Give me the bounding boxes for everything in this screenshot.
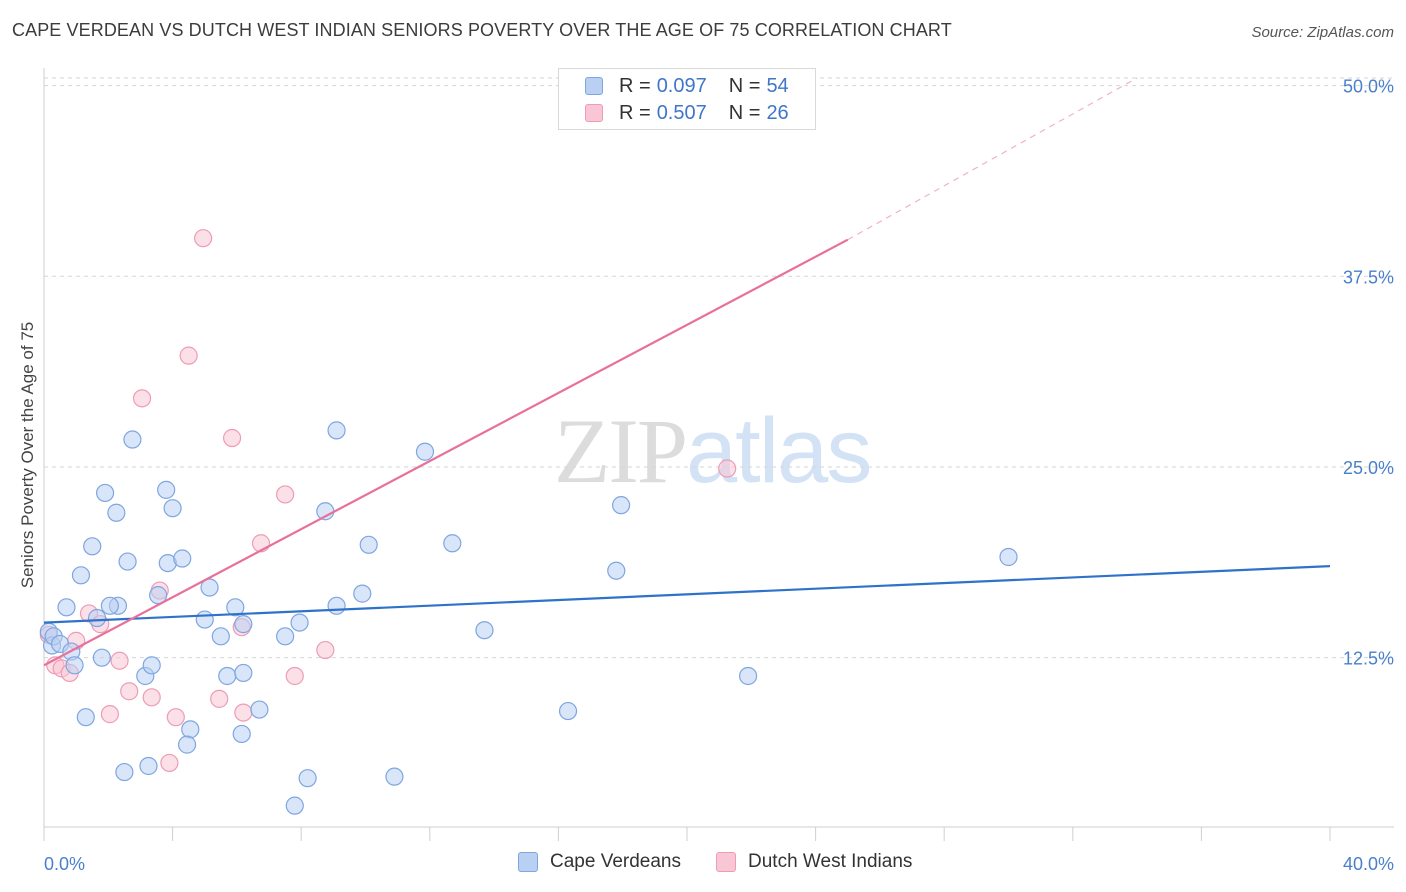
cape-verdeans-point-50 — [475, 621, 494, 640]
dutch-west-indians-point-15 — [179, 346, 198, 365]
legend-swatch-blue — [585, 77, 603, 95]
cape-verdeans-point-47 — [385, 767, 404, 786]
y-tick-label-2: 37.5% — [1343, 267, 1394, 287]
cape-verdeans-point-4 — [57, 598, 76, 617]
y-tick-label-0: 12.5% — [1343, 649, 1394, 669]
chart-title: CAPE VERDEAN VS DUTCH WEST INDIAN SENIOR… — [12, 20, 952, 40]
cape-verdeans-point-40 — [290, 613, 309, 632]
legend-row-cape-verdeans: R = 0.097 N = 54 — [585, 73, 789, 99]
legend-item-cape-verdeans[interactable]: Cape Verdeans — [518, 851, 681, 873]
cape-verdeans-point-35 — [232, 724, 251, 744]
cape-verdeans-point-25 — [163, 499, 182, 518]
n-value-dutch-west-indians: 26 — [766, 101, 789, 124]
correlation-legend: R = 0.097 N = 54 R = 0.507 N = 26 — [558, 68, 816, 130]
cape-verdeans-point-41 — [298, 769, 317, 788]
dutch-west-indians-point-14 — [166, 708, 185, 727]
dutch-west-indians-point-23 — [285, 666, 304, 686]
cape-verdeans-point-27 — [181, 720, 200, 739]
cape-verdeans-point-52 — [607, 561, 626, 580]
legend-row-dutch-west-indians: R = 0.507 N = 26 — [585, 100, 789, 126]
y-tick-label-1: 25.0% — [1343, 458, 1394, 478]
cape-verdeans-point-7 — [71, 566, 91, 585]
watermark-zip: ZIP — [554, 400, 688, 502]
cape-verdeans-point-44 — [327, 421, 346, 440]
watermark: ZIPatlas — [554, 398, 872, 504]
cape-verdeans-point-11 — [92, 648, 111, 667]
cape-verdeans-point-32 — [218, 666, 237, 686]
cape-verdeans-point-46 — [359, 535, 378, 554]
cape-verdeans-point-18 — [100, 596, 120, 615]
r-value-dutch-west-indians: 0.507 — [656, 101, 707, 124]
dutch-west-indians-point-16 — [194, 229, 213, 248]
dutch-west-indians-point-25 — [718, 459, 737, 478]
legend-item-dutch-west-indians[interactable]: Dutch West Indians — [716, 851, 912, 873]
n-label: N = — [728, 74, 761, 97]
x-tick-label-1: 40.0% — [1343, 854, 1394, 874]
cape-verdeans-point-31 — [211, 627, 230, 646]
r-label: R = — [619, 101, 651, 124]
dutch-west-indians-point-10 — [132, 389, 152, 408]
dutch-west-indians-point-8 — [110, 651, 129, 670]
dutch-west-indians-point-18 — [222, 428, 242, 448]
dutch-west-indians-point-24 — [316, 640, 335, 660]
legend-swatch-blue — [518, 852, 538, 872]
dutch-west-indians-point-11 — [142, 688, 161, 707]
x-tick-label-0: 0.0% — [44, 854, 85, 874]
cape-verdeans-point-38 — [276, 627, 295, 646]
legend-swatch-pink — [716, 852, 736, 872]
dutch-west-indians-point-20 — [234, 703, 253, 722]
dutch-west-indians-trend-extension — [847, 77, 1138, 241]
dutch-west-indians-trend-line — [43, 238, 849, 667]
cape-verdeans-point-10 — [87, 608, 107, 628]
legend-label-dutch-west-indians: Dutch West Indians — [748, 851, 913, 872]
n-value-cape-verdeans: 54 — [766, 74, 789, 97]
cape-verdeans-point-39 — [285, 796, 304, 815]
cape-verdeans-trend-line — [43, 565, 1331, 624]
source-credit: Source: ZipAtlas.com — [1251, 24, 1394, 41]
y-tick-label-3: 50.0% — [1343, 77, 1394, 97]
dutch-west-indians-point-7 — [100, 705, 120, 724]
cape-verdeans-point-51 — [558, 701, 578, 721]
cape-verdeans-point-37 — [250, 700, 269, 719]
cape-verdeans-point-21 — [142, 656, 161, 675]
cape-verdeans-point-29 — [195, 610, 214, 629]
cape-verdeans-point-33 — [226, 598, 245, 617]
cape-verdeans-point-12 — [95, 483, 115, 503]
r-label: R = — [619, 74, 651, 97]
legend-swatch-pink — [585, 104, 603, 122]
cape-verdeans-point-26 — [173, 549, 192, 568]
cape-verdeans-point-30 — [200, 578, 219, 597]
cape-verdeans-point-54 — [738, 666, 758, 686]
cape-verdeans-point-43 — [327, 596, 346, 615]
cape-verdeans-point-9 — [83, 537, 102, 556]
cape-verdeans-point-13 — [107, 503, 126, 522]
cape-verdeans-point-49 — [443, 534, 462, 553]
cape-verdeans-point-36 — [234, 663, 253, 683]
cape-verdeans-point-17 — [123, 430, 142, 449]
r-value-cape-verdeans: 0.097 — [656, 74, 707, 97]
watermark-atlas: atlas — [686, 400, 872, 502]
dutch-west-indians-point-9 — [120, 682, 139, 701]
series-legend: Cape Verdeans Dutch West Indians — [0, 851, 1406, 877]
cape-verdeans-point-23 — [157, 480, 176, 499]
cape-verdeans-point-6 — [65, 656, 84, 675]
cape-verdeans-point-20 — [139, 756, 158, 776]
cape-verdeans-point-53 — [611, 496, 631, 515]
cape-verdeans-point-8 — [76, 708, 95, 727]
cape-verdeans-point-34 — [234, 615, 253, 634]
cape-verdeans-point-16 — [118, 552, 137, 571]
n-label: N = — [728, 101, 761, 124]
dutch-west-indians-point-22 — [276, 485, 295, 504]
legend-label-cape-verdeans: Cape Verdeans — [550, 851, 681, 872]
cape-verdeans-point-45 — [353, 584, 372, 603]
cape-verdeans-point-28 — [177, 735, 197, 754]
cape-verdeans-point-55 — [999, 547, 1018, 567]
cape-verdeans-point-15 — [115, 762, 134, 782]
cape-verdeans-point-48 — [415, 442, 435, 461]
dutch-west-indians-point-17 — [210, 689, 229, 708]
dutch-west-indians-point-13 — [160, 753, 179, 773]
